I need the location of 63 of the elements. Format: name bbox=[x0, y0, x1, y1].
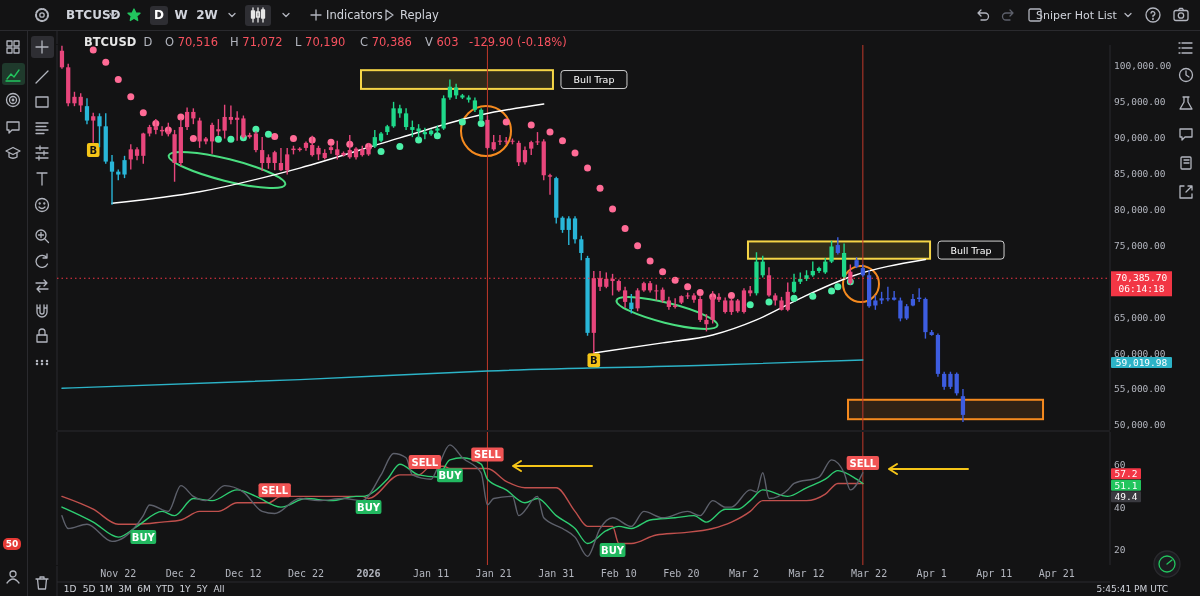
y-tick-label: 50,000.00 bbox=[1114, 419, 1166, 431]
text: All bbox=[213, 584, 225, 594]
y-tick-label: 60 bbox=[1114, 458, 1126, 470]
x-tick-label: Feb 10 bbox=[600, 568, 637, 579]
annotation: -129.90 (-0.18%) bbox=[469, 35, 567, 49]
x-tick-label: Mar 2 bbox=[728, 568, 760, 579]
text: 5:45:41 PM UTC bbox=[1096, 584, 1168, 594]
y-tick-label: 90,000.00 bbox=[1114, 131, 1166, 143]
y-tick-label: 75,000.00 bbox=[1114, 239, 1166, 251]
y-tick-label: 80,000.00 bbox=[1114, 203, 1166, 215]
y-tick-label: 85,000.00 bbox=[1114, 167, 1166, 179]
x-tick-label: Feb 20 bbox=[663, 568, 700, 579]
annotation: H 71,072 bbox=[230, 35, 283, 49]
text: Indicators bbox=[326, 8, 383, 22]
band-label: Bull Trap bbox=[950, 244, 992, 256]
x-tick-label: 2026 bbox=[356, 568, 381, 579]
text: W bbox=[174, 8, 188, 22]
y-tick-label: 100,000.00 bbox=[1114, 59, 1172, 71]
text: 3M bbox=[118, 584, 132, 594]
text: 5D bbox=[82, 584, 96, 594]
annotation: L 70,190 bbox=[295, 35, 346, 49]
text: 1M bbox=[99, 584, 113, 594]
text: 2W bbox=[196, 8, 218, 22]
text: 59,019.98 bbox=[1115, 357, 1168, 369]
text: 57.2 bbox=[1114, 468, 1138, 480]
ref-line-label: 70,385.70 06:14:18 bbox=[1115, 271, 1168, 294]
chart-subtitle: D bbox=[143, 35, 153, 49]
x-tick-label: Apr 21 bbox=[1038, 568, 1075, 579]
x-tick-label: Jan 11 bbox=[413, 568, 450, 579]
x-tick-label: Apr 1 bbox=[916, 568, 947, 579]
x-tick-label: Mar 12 bbox=[788, 568, 825, 579]
x-tick-label: Dec 22 bbox=[287, 568, 325, 579]
annotation: V 603 bbox=[425, 35, 459, 49]
annotation: C 70,386 bbox=[360, 35, 412, 49]
x-tick-label: Jan 21 bbox=[475, 568, 512, 579]
text: BTCUSD bbox=[66, 8, 121, 22]
text: Sniper Hot List bbox=[1036, 9, 1118, 22]
text: 5Y bbox=[196, 584, 209, 594]
text: 51.1 bbox=[1114, 479, 1138, 491]
y-tick-label: 65,000.00 bbox=[1114, 311, 1166, 323]
x-tick-label: Apr 11 bbox=[976, 568, 1013, 579]
text: 1Y bbox=[179, 584, 192, 594]
annotation: O 70,516 bbox=[165, 35, 218, 49]
y-tick-label: 20 bbox=[1114, 544, 1126, 556]
y-tick-label: 95,000.00 bbox=[1114, 95, 1166, 107]
y-tick-label: 55,000.00 bbox=[1114, 383, 1166, 395]
text: D bbox=[154, 8, 165, 22]
text: 49.4 bbox=[1114, 491, 1138, 503]
x-tick-label: Mar 22 bbox=[851, 568, 888, 579]
x-tick-label: Nov 22 bbox=[100, 568, 137, 579]
chart-title: BTCUSD bbox=[84, 35, 137, 49]
band-label: Bull Trap bbox=[573, 74, 615, 86]
text: 1D bbox=[63, 584, 77, 594]
data-label: B bbox=[89, 144, 98, 156]
x-tick-label: Dec 2 bbox=[165, 568, 196, 579]
x-tick-label: Dec 12 bbox=[225, 568, 262, 579]
text: Replay bbox=[400, 8, 440, 22]
text: YTD bbox=[155, 584, 175, 594]
y-tick-label: 60,000.00 bbox=[1114, 347, 1166, 359]
y-tick-label: 40 bbox=[1114, 501, 1126, 513]
data-label: B bbox=[589, 355, 598, 366]
x-tick-label: Jan 31 bbox=[538, 568, 575, 579]
text: 6M bbox=[137, 584, 151, 594]
